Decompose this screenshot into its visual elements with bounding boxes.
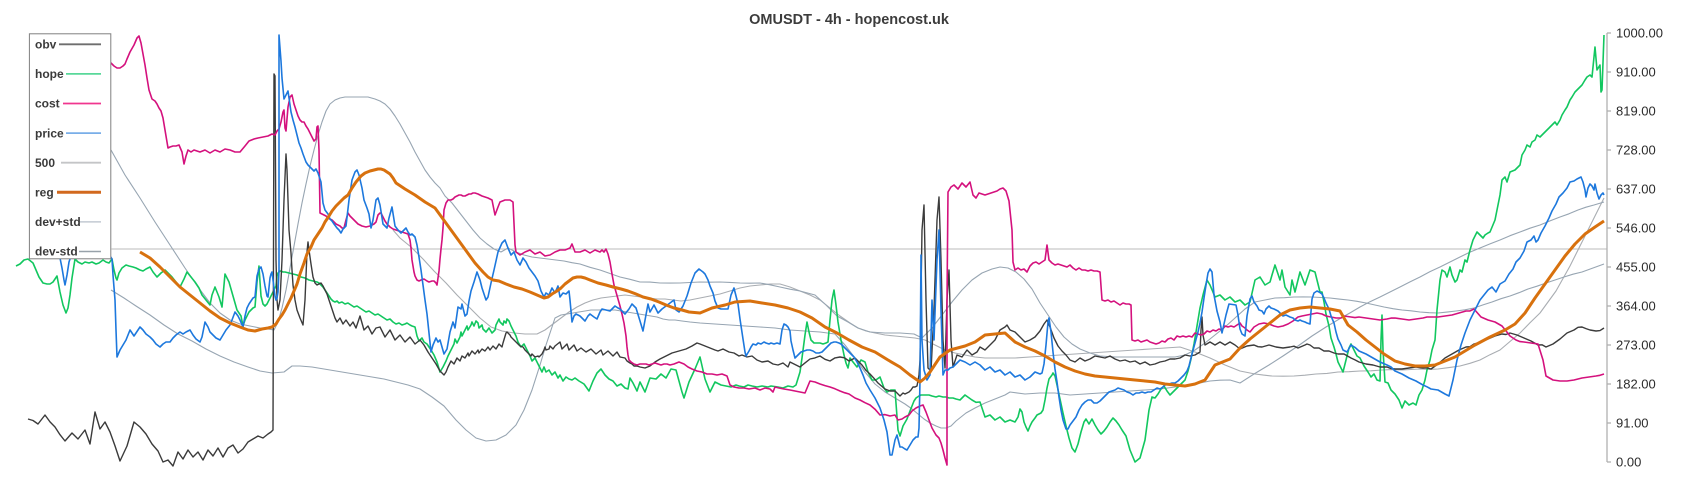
svg-text:dev+std: dev+std [35, 215, 81, 229]
svg-text:364.00: 364.00 [1616, 299, 1656, 314]
svg-text:637.00: 637.00 [1616, 182, 1656, 197]
svg-text:1000.00: 1000.00 [1616, 26, 1663, 41]
svg-text:obv: obv [35, 38, 57, 52]
svg-text:500: 500 [35, 156, 55, 170]
svg-text:cost: cost [35, 97, 60, 111]
svg-text:dev-std: dev-std [35, 245, 78, 259]
svg-text:OMUSDT - 4h - hopencost.uk: OMUSDT - 4h - hopencost.uk [749, 12, 950, 28]
svg-text:273.00: 273.00 [1616, 338, 1656, 353]
svg-text:728.00: 728.00 [1616, 143, 1656, 158]
svg-text:0.00: 0.00 [1616, 455, 1641, 470]
svg-text:910.00: 910.00 [1616, 65, 1656, 80]
svg-text:91.00: 91.00 [1616, 416, 1649, 431]
svg-text:reg: reg [35, 186, 54, 200]
svg-text:546.00: 546.00 [1616, 221, 1656, 236]
svg-text:hope: hope [35, 67, 64, 81]
svg-text:182.00: 182.00 [1616, 377, 1656, 392]
svg-text:819.00: 819.00 [1616, 104, 1656, 119]
svg-text:455.00: 455.00 [1616, 260, 1656, 275]
svg-text:price: price [35, 126, 64, 140]
